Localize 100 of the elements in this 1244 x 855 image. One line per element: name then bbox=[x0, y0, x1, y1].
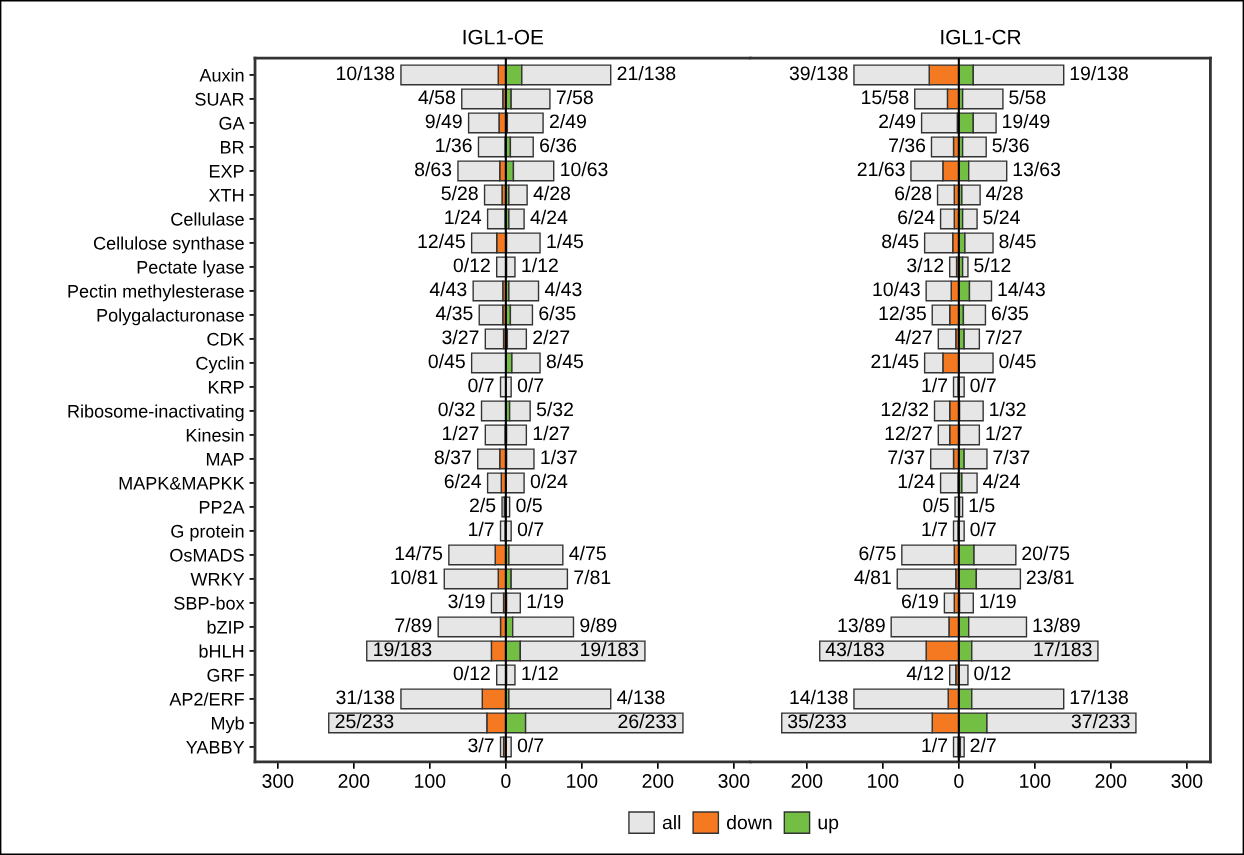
annotation: 4/27 bbox=[895, 329, 932, 345]
bar bbox=[486, 472, 502, 494]
annotation: 21/63 bbox=[857, 161, 905, 177]
annotation: 5/28 bbox=[441, 185, 478, 201]
bar bbox=[510, 88, 551, 110]
x-tick-label: 0 bbox=[954, 774, 964, 788]
annotation: 1/12 bbox=[522, 665, 558, 681]
annotation: 12/27 bbox=[885, 425, 932, 441]
bar bbox=[511, 616, 575, 638]
annotation: 4/28 bbox=[533, 185, 571, 201]
annotation: 4/28 bbox=[986, 185, 1023, 201]
y-tick-label: XTH bbox=[208, 189, 244, 202]
bar bbox=[505, 424, 528, 446]
annotation: 21/45 bbox=[871, 353, 919, 369]
annotation: 15/58 bbox=[862, 89, 909, 105]
annotation: 0/7 bbox=[517, 521, 544, 537]
annotation: 0/24 bbox=[530, 473, 568, 489]
annotation: 23/81 bbox=[1026, 569, 1074, 585]
y-tick-label: WRKY bbox=[190, 573, 245, 586]
y-tick-label: Kinesin bbox=[186, 428, 244, 442]
annotation: 6/28 bbox=[895, 185, 932, 201]
bar bbox=[961, 256, 969, 278]
annotation: 3/12 bbox=[907, 257, 944, 273]
y-tick-label: MAP bbox=[206, 453, 244, 466]
bar bbox=[478, 304, 504, 326]
bar bbox=[461, 88, 504, 110]
annotation: 6/35 bbox=[991, 305, 1028, 321]
bar bbox=[505, 256, 516, 278]
bar bbox=[961, 472, 978, 494]
annotation: 5/24 bbox=[983, 209, 1020, 225]
bar bbox=[505, 448, 535, 470]
bar bbox=[437, 616, 502, 638]
bar bbox=[457, 160, 501, 182]
annotation: 10/43 bbox=[873, 281, 920, 297]
bar bbox=[961, 88, 1004, 110]
bar bbox=[477, 448, 501, 470]
annotation: 0/45 bbox=[428, 353, 465, 369]
bar bbox=[958, 400, 984, 422]
annotation: 35/233 bbox=[788, 713, 846, 729]
annotation: 7/36 bbox=[889, 137, 926, 153]
x-tick-label: 300 bbox=[718, 774, 750, 788]
bar bbox=[963, 448, 988, 470]
annotation: 6/19 bbox=[902, 593, 938, 609]
bar bbox=[961, 136, 987, 158]
annotation: 0/32 bbox=[438, 401, 475, 417]
annotation: 13/89 bbox=[838, 617, 885, 633]
y-tick-label: GRF bbox=[207, 668, 244, 682]
bar bbox=[484, 424, 506, 446]
annotation: 14/43 bbox=[998, 281, 1045, 297]
annotation: 8/45 bbox=[999, 233, 1036, 249]
x-tick-label: 200 bbox=[791, 774, 823, 788]
x-tick-label: 200 bbox=[1095, 774, 1127, 788]
bar bbox=[937, 328, 957, 350]
annotation: 1/27 bbox=[443, 425, 479, 441]
annotation: 6/24 bbox=[898, 209, 935, 225]
annotation: 10/138 bbox=[337, 65, 395, 81]
annotation: 39/138 bbox=[789, 65, 848, 81]
annotation: 0/5 bbox=[923, 497, 949, 513]
y-tick-label: G protein bbox=[171, 524, 244, 542]
bar bbox=[901, 544, 955, 566]
annotation: 1/36 bbox=[436, 137, 472, 153]
annotation: 8/63 bbox=[415, 161, 452, 177]
annotation: 4/24 bbox=[983, 473, 1020, 489]
annotation: 8/45 bbox=[546, 353, 584, 369]
x-tick-label: 100 bbox=[567, 774, 598, 788]
annotation: 7/37 bbox=[888, 449, 925, 465]
annotation: 26/233 bbox=[618, 713, 677, 729]
y-tick-label: bZIP bbox=[207, 620, 244, 634]
annotation: 31/138 bbox=[336, 689, 395, 705]
annotation: 0/7 bbox=[970, 521, 996, 537]
bar bbox=[509, 136, 534, 158]
bar bbox=[961, 184, 981, 206]
annotation: 17/138 bbox=[1070, 689, 1128, 705]
bar bbox=[508, 544, 564, 566]
annotation: 3/7 bbox=[468, 737, 494, 753]
annotation: 1/27 bbox=[533, 425, 570, 441]
annotation: 4/43 bbox=[429, 281, 467, 297]
bar bbox=[963, 328, 981, 350]
bar bbox=[506, 328, 528, 350]
annotation: 2/49 bbox=[550, 113, 586, 129]
annotation: 2/7 bbox=[970, 737, 996, 753]
annotation: 5/32 bbox=[536, 401, 573, 417]
bar bbox=[486, 208, 506, 230]
bar bbox=[508, 208, 525, 230]
annotation: 1/7 bbox=[922, 377, 948, 393]
annotation: 1/27 bbox=[986, 425, 1022, 441]
bar bbox=[505, 232, 541, 254]
bar bbox=[505, 592, 521, 614]
annotation: 1/24 bbox=[898, 473, 935, 489]
annotation: 1/19 bbox=[527, 593, 564, 609]
bar bbox=[506, 112, 544, 134]
y-tick-label: EXP bbox=[209, 165, 244, 178]
bar bbox=[936, 184, 955, 206]
bar bbox=[939, 472, 959, 494]
annotation: 2/49 bbox=[879, 113, 916, 129]
bar bbox=[505, 664, 516, 686]
bar bbox=[961, 208, 978, 230]
bar bbox=[964, 232, 994, 254]
annotation: 19/138 bbox=[1070, 65, 1128, 81]
annotation: 1/32 bbox=[990, 401, 1026, 417]
